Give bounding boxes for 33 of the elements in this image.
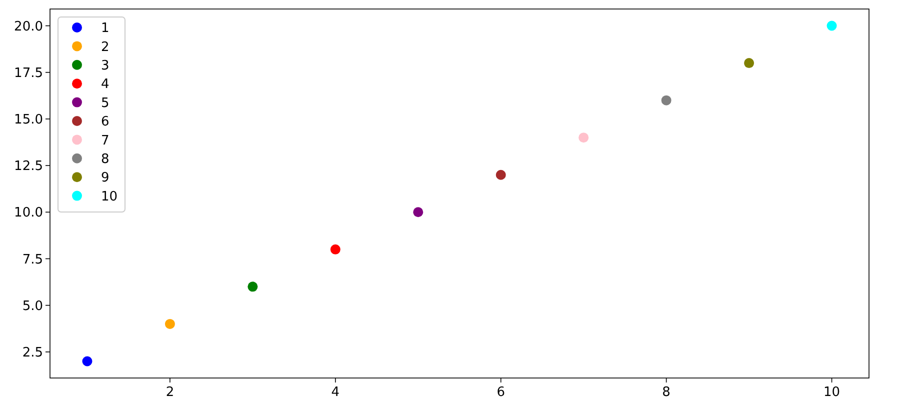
legend-label: 6 [101,114,110,130]
legend-label: 2 [101,40,110,55]
point [413,207,424,218]
point [578,132,589,143]
legend-label: 7 [101,133,110,148]
legend-label: 8 [101,152,110,167]
point [744,58,754,68]
x-tick-label: 2 [166,385,174,400]
legend-label: 3 [101,58,110,74]
point [330,244,340,254]
y-tick-label: 20.0 [14,19,43,34]
x-tick-label: 6 [496,385,506,400]
y-tick-label: 15.0 [14,112,43,128]
y-tick-label: 17.5 [14,66,43,81]
y-tick-label: 5.0 [22,298,43,314]
y-tick-label: 2.5 [22,345,43,360]
legend-label: 4 [101,77,110,92]
point [82,356,92,366]
point [248,282,258,292]
x-tick-label: 4 [331,385,340,400]
legend-label: 9 [101,170,110,186]
legend-label: 1 [101,21,110,36]
y-tick-label: 12.5 [14,159,43,174]
point [661,95,672,106]
point [164,318,175,329]
legend-label: 10 [101,189,118,204]
point [496,170,506,180]
legend-label: 5 [101,96,110,111]
y-tick-label: 10.0 [14,206,43,221]
y-tick-label: 7.5 [22,252,43,268]
point [826,20,837,31]
x-tick-label: 8 [662,385,670,400]
x-tick-label: 10 [824,385,840,400]
